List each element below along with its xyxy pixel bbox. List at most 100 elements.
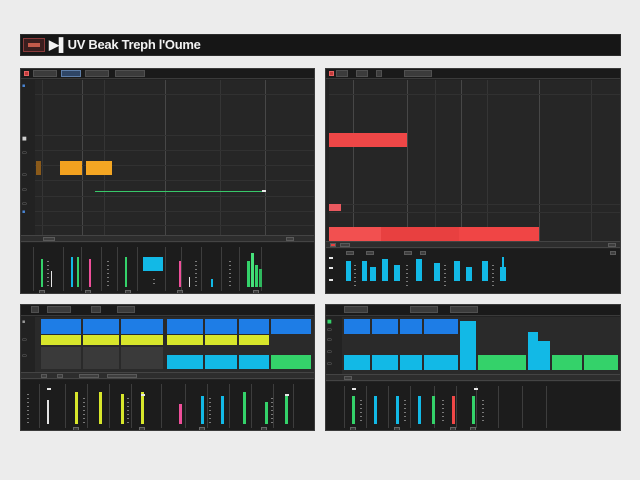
clip-blue[interactable] xyxy=(205,319,237,334)
meter-yellow xyxy=(121,394,124,424)
clip-green[interactable] xyxy=(552,355,582,370)
session-grid[interactable] xyxy=(342,317,620,374)
clip-blue[interactable] xyxy=(167,319,203,334)
track-marker: ▭ xyxy=(22,150,27,156)
clip-red-1[interactable] xyxy=(329,133,407,147)
meter-green xyxy=(247,261,250,287)
session-grid[interactable] xyxy=(35,317,314,372)
arrangement-grid[interactable] xyxy=(35,80,314,235)
meter-green xyxy=(77,257,79,287)
track-marker: ▪ xyxy=(22,209,26,215)
meter-cyan xyxy=(466,267,472,281)
clip-cyan[interactable] xyxy=(344,355,370,370)
clip-yellow[interactable] xyxy=(41,335,81,345)
tab-clips[interactable] xyxy=(356,70,368,77)
panel-session-bottom-right: ■ ▭ ▭ ▭ ▭ xyxy=(325,304,621,431)
automation-line-green[interactable] xyxy=(95,191,264,192)
clip-cyan[interactable] xyxy=(460,321,476,370)
track-marker: ▭ xyxy=(22,337,27,343)
panel-session-bottom-left: ▪ ▭ ▭ xyxy=(20,304,315,431)
record-icon[interactable] xyxy=(24,71,29,76)
clip-cyan[interactable] xyxy=(538,341,550,370)
meter-yellow xyxy=(75,392,78,424)
clip-blue[interactable] xyxy=(400,319,422,334)
tab-view[interactable] xyxy=(117,306,135,313)
track-marker: ▪ xyxy=(22,319,26,325)
meter-green xyxy=(125,257,127,287)
tab-view[interactable] xyxy=(450,306,478,313)
panel-toolbar xyxy=(326,305,620,316)
clip-orange-2[interactable] xyxy=(60,161,82,175)
meter-cyan xyxy=(362,261,367,281)
meter-pink xyxy=(179,261,181,287)
tab-arrange[interactable] xyxy=(33,70,57,77)
mixer-section xyxy=(21,380,314,430)
clip-yellow[interactable] xyxy=(239,335,269,345)
clip-blue[interactable] xyxy=(121,319,163,334)
clip-blue[interactable] xyxy=(372,319,398,334)
clip-blue[interactable] xyxy=(41,319,81,334)
track-marker: ▪ xyxy=(22,83,26,89)
clip-cyan[interactable] xyxy=(167,355,203,369)
meter-white xyxy=(51,271,52,287)
meter-cyan xyxy=(416,259,422,281)
track-marker: ▭ xyxy=(22,172,27,178)
clip-pink-marker[interactable] xyxy=(329,204,341,211)
clip-dark[interactable] xyxy=(121,347,163,369)
clip-yellow[interactable] xyxy=(167,335,203,345)
automation-point[interactable] xyxy=(262,190,266,192)
clip-dark[interactable] xyxy=(41,347,81,369)
clip-orange-3[interactable] xyxy=(86,161,112,175)
track-marker: ▭ xyxy=(327,349,332,355)
clip-cyan[interactable] xyxy=(239,355,269,369)
tab-scenes[interactable] xyxy=(91,306,101,313)
clip-green[interactable] xyxy=(584,355,618,370)
clip-orange-1[interactable] xyxy=(36,161,41,175)
meter-green xyxy=(265,402,268,424)
arrangement-grid[interactable] xyxy=(329,80,620,241)
tab-clips[interactable] xyxy=(61,70,81,77)
clip-cyan[interactable] xyxy=(205,355,237,369)
panel-toolbar xyxy=(326,69,620,79)
meter-yellow xyxy=(141,392,144,424)
clip-cyan[interactable] xyxy=(424,355,458,370)
tab-clips[interactable] xyxy=(47,306,71,313)
clip-red-3[interactable] xyxy=(381,227,459,241)
meter-green xyxy=(432,396,435,424)
record-icon[interactable] xyxy=(329,71,334,76)
tab-mix[interactable] xyxy=(376,70,382,77)
clip-blue[interactable] xyxy=(344,319,370,334)
clip-yellow[interactable] xyxy=(121,335,163,345)
clip-blue[interactable] xyxy=(271,319,311,334)
clip-cyan[interactable] xyxy=(400,355,422,370)
mixer-header-bar xyxy=(21,372,314,379)
clip-cyan[interactable] xyxy=(372,355,398,370)
clip-cyan[interactable] xyxy=(528,332,538,370)
meter-green xyxy=(352,396,355,424)
clip-green[interactable] xyxy=(271,355,311,369)
clip-green[interactable] xyxy=(478,355,526,370)
tab-arrange[interactable] xyxy=(336,70,348,77)
mixer-header-bar xyxy=(326,374,620,381)
clip-red-4[interactable] xyxy=(459,227,539,241)
tab-view[interactable] xyxy=(404,70,432,77)
clip-yellow[interactable] xyxy=(205,335,237,345)
tab-clips[interactable] xyxy=(410,306,438,313)
tab-edit[interactable] xyxy=(85,70,109,77)
meter-cyan xyxy=(221,396,224,424)
meter-red xyxy=(452,396,455,424)
tab-view[interactable] xyxy=(115,70,145,77)
tab-session[interactable] xyxy=(31,306,39,313)
window-titlebar: ▶▌UV Beak Treph l'Oume xyxy=(20,34,621,56)
clip-blue[interactable] xyxy=(83,319,119,334)
clip-yellow[interactable] xyxy=(83,335,119,345)
clip-red-2[interactable] xyxy=(329,227,381,241)
clip-blue[interactable] xyxy=(239,319,269,334)
track-marker: ▭ xyxy=(22,353,27,359)
meter-cyan xyxy=(346,261,351,281)
meter-cyan xyxy=(374,396,377,424)
clip-dark[interactable] xyxy=(83,347,119,369)
clip-blue[interactable] xyxy=(424,319,458,334)
track-marker: ■ xyxy=(22,136,27,142)
tab-session[interactable] xyxy=(344,306,368,313)
